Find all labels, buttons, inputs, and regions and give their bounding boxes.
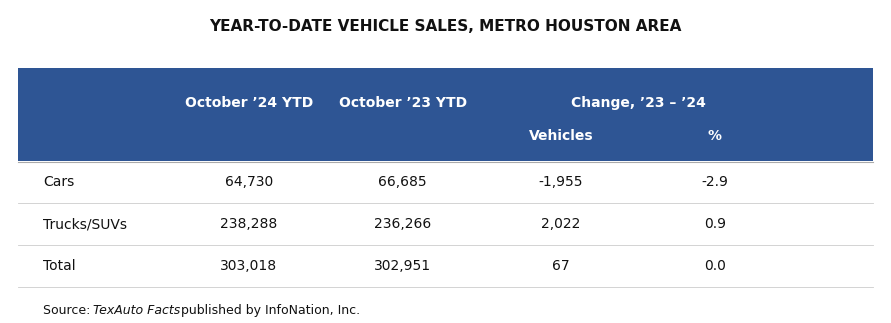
Text: 67: 67 <box>552 259 569 273</box>
Text: Source:: Source: <box>44 304 94 317</box>
Text: 302,951: 302,951 <box>374 259 431 273</box>
Text: 66,685: 66,685 <box>379 175 427 189</box>
Bar <box>18 68 873 162</box>
Text: published by InfoNation, Inc.: published by InfoNation, Inc. <box>176 304 360 317</box>
Text: TexAuto Facts: TexAuto Facts <box>93 304 180 317</box>
Text: 236,266: 236,266 <box>374 217 431 231</box>
Text: -2.9: -2.9 <box>701 175 728 189</box>
Text: Total: Total <box>44 259 76 273</box>
Text: Cars: Cars <box>44 175 75 189</box>
Text: October ’24 YTD: October ’24 YTD <box>184 96 313 110</box>
Text: 64,730: 64,730 <box>225 175 273 189</box>
Text: -1,955: -1,955 <box>539 175 584 189</box>
Text: 2,022: 2,022 <box>542 217 581 231</box>
Text: 0.9: 0.9 <box>704 217 726 231</box>
Text: %: % <box>708 130 722 143</box>
Text: YEAR-TO-DATE VEHICLE SALES, METRO HOUSTON AREA: YEAR-TO-DATE VEHICLE SALES, METRO HOUSTO… <box>209 19 682 34</box>
Text: October ’23 YTD: October ’23 YTD <box>339 96 467 110</box>
Text: 303,018: 303,018 <box>220 259 277 273</box>
Text: Vehicles: Vehicles <box>528 130 593 143</box>
Text: 238,288: 238,288 <box>220 217 277 231</box>
Text: 0.0: 0.0 <box>704 259 726 273</box>
Text: Change, ’23 – ’24: Change, ’23 – ’24 <box>570 96 706 110</box>
Text: Trucks/SUVs: Trucks/SUVs <box>44 217 127 231</box>
